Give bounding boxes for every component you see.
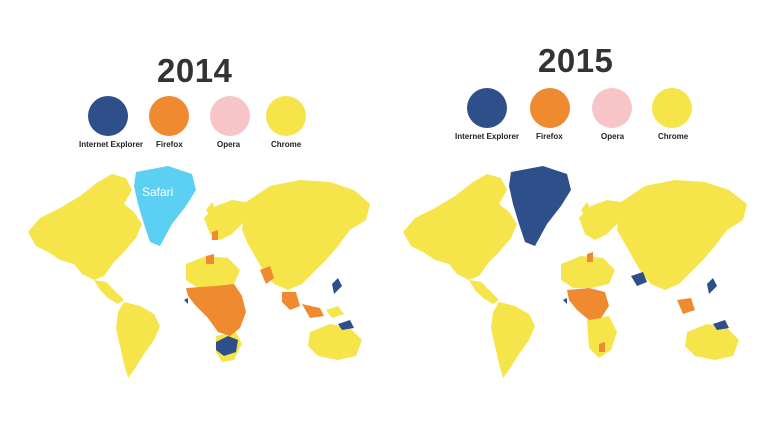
legend-dot-chrome-2014 <box>266 96 306 136</box>
chrome-region-2015 <box>403 174 747 378</box>
legend-label-opera-2014: Opera <box>217 140 241 149</box>
legend-label-firefox-2014: Firefox <box>156 140 183 149</box>
legend-label-internet-explorer-2014: Internet Explorer <box>79 140 144 149</box>
legend-label-chrome-2014: Chrome <box>271 140 302 149</box>
world-map-2015 <box>395 160 765 385</box>
legend-dot-chrome-2015 <box>652 88 692 128</box>
legend-dot-opera-2015 <box>592 88 632 128</box>
greenland-label-safari: Safari <box>142 185 173 199</box>
legend-label-opera-2015: Opera <box>601 132 625 141</box>
legend-dot-opera-2014 <box>210 96 250 136</box>
chrome-region-2014 <box>28 174 370 378</box>
legend-label-internet-explorer-2015: Internet Explorer <box>455 132 520 141</box>
legend-dot-firefox-2014 <box>149 96 189 136</box>
firefox-region-2014 <box>186 230 324 336</box>
year-title-2015: 2015 <box>538 42 614 79</box>
legend-dot-internet-explorer-2015 <box>467 88 507 128</box>
legend-dot-firefox-2015 <box>530 88 570 128</box>
firefox-region-2015 <box>567 252 695 352</box>
ie-region-2014 <box>184 278 354 356</box>
greenland-ie-2015 <box>509 166 571 246</box>
legend-label-firefox-2015: Firefox <box>536 132 563 141</box>
legend-dot-internet-explorer-2014 <box>88 96 128 136</box>
greenland-safari-2014 <box>134 166 196 246</box>
year-title-2014: 2014 <box>157 52 233 89</box>
world-map-2014: Safari <box>20 160 375 385</box>
ie-region-2015 <box>563 272 729 330</box>
legend-label-chrome-2015: Chrome <box>658 132 689 141</box>
